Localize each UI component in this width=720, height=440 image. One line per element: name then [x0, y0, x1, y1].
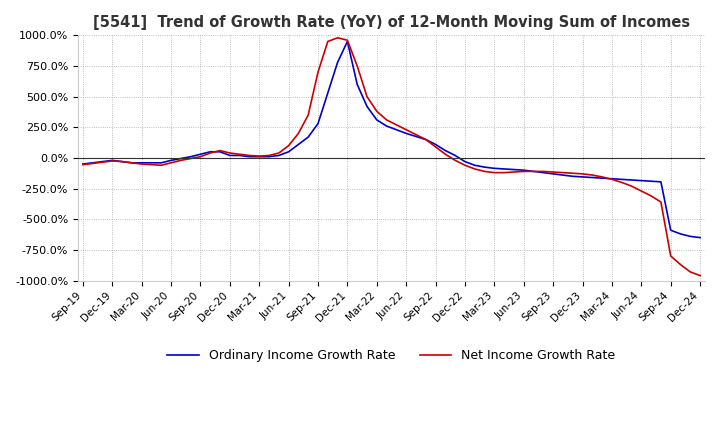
- Net Income Growth Rate: [343, 37, 351, 43]
- Net Income Growth Rate: [333, 35, 342, 40]
- Net Income Growth Rate: [78, 162, 87, 167]
- Ordinary Income Growth Rate: [78, 161, 87, 167]
- Ordinary Income Growth Rate: [696, 235, 704, 240]
- Ordinary Income Growth Rate: [480, 165, 489, 170]
- Net Income Growth Rate: [431, 144, 440, 150]
- Ordinary Income Growth Rate: [333, 60, 342, 65]
- Ordinary Income Growth Rate: [392, 127, 401, 132]
- Ordinary Income Growth Rate: [490, 166, 499, 171]
- Legend: Ordinary Income Growth Rate, Net Income Growth Rate: Ordinary Income Growth Rate, Net Income …: [163, 345, 621, 367]
- Net Income Growth Rate: [157, 163, 166, 168]
- Ordinary Income Growth Rate: [343, 39, 351, 44]
- Ordinary Income Growth Rate: [157, 160, 166, 165]
- Line: Net Income Growth Rate: Net Income Growth Rate: [83, 38, 700, 275]
- Ordinary Income Growth Rate: [431, 142, 440, 147]
- Net Income Growth Rate: [490, 170, 499, 175]
- Line: Ordinary Income Growth Rate: Ordinary Income Growth Rate: [83, 41, 700, 238]
- Title: [5541]  Trend of Growth Rate (YoY) of 12-Month Moving Sum of Incomes: [5541] Trend of Growth Rate (YoY) of 12-…: [93, 15, 690, 30]
- Net Income Growth Rate: [392, 122, 401, 128]
- Net Income Growth Rate: [696, 273, 704, 278]
- Net Income Growth Rate: [480, 169, 489, 174]
